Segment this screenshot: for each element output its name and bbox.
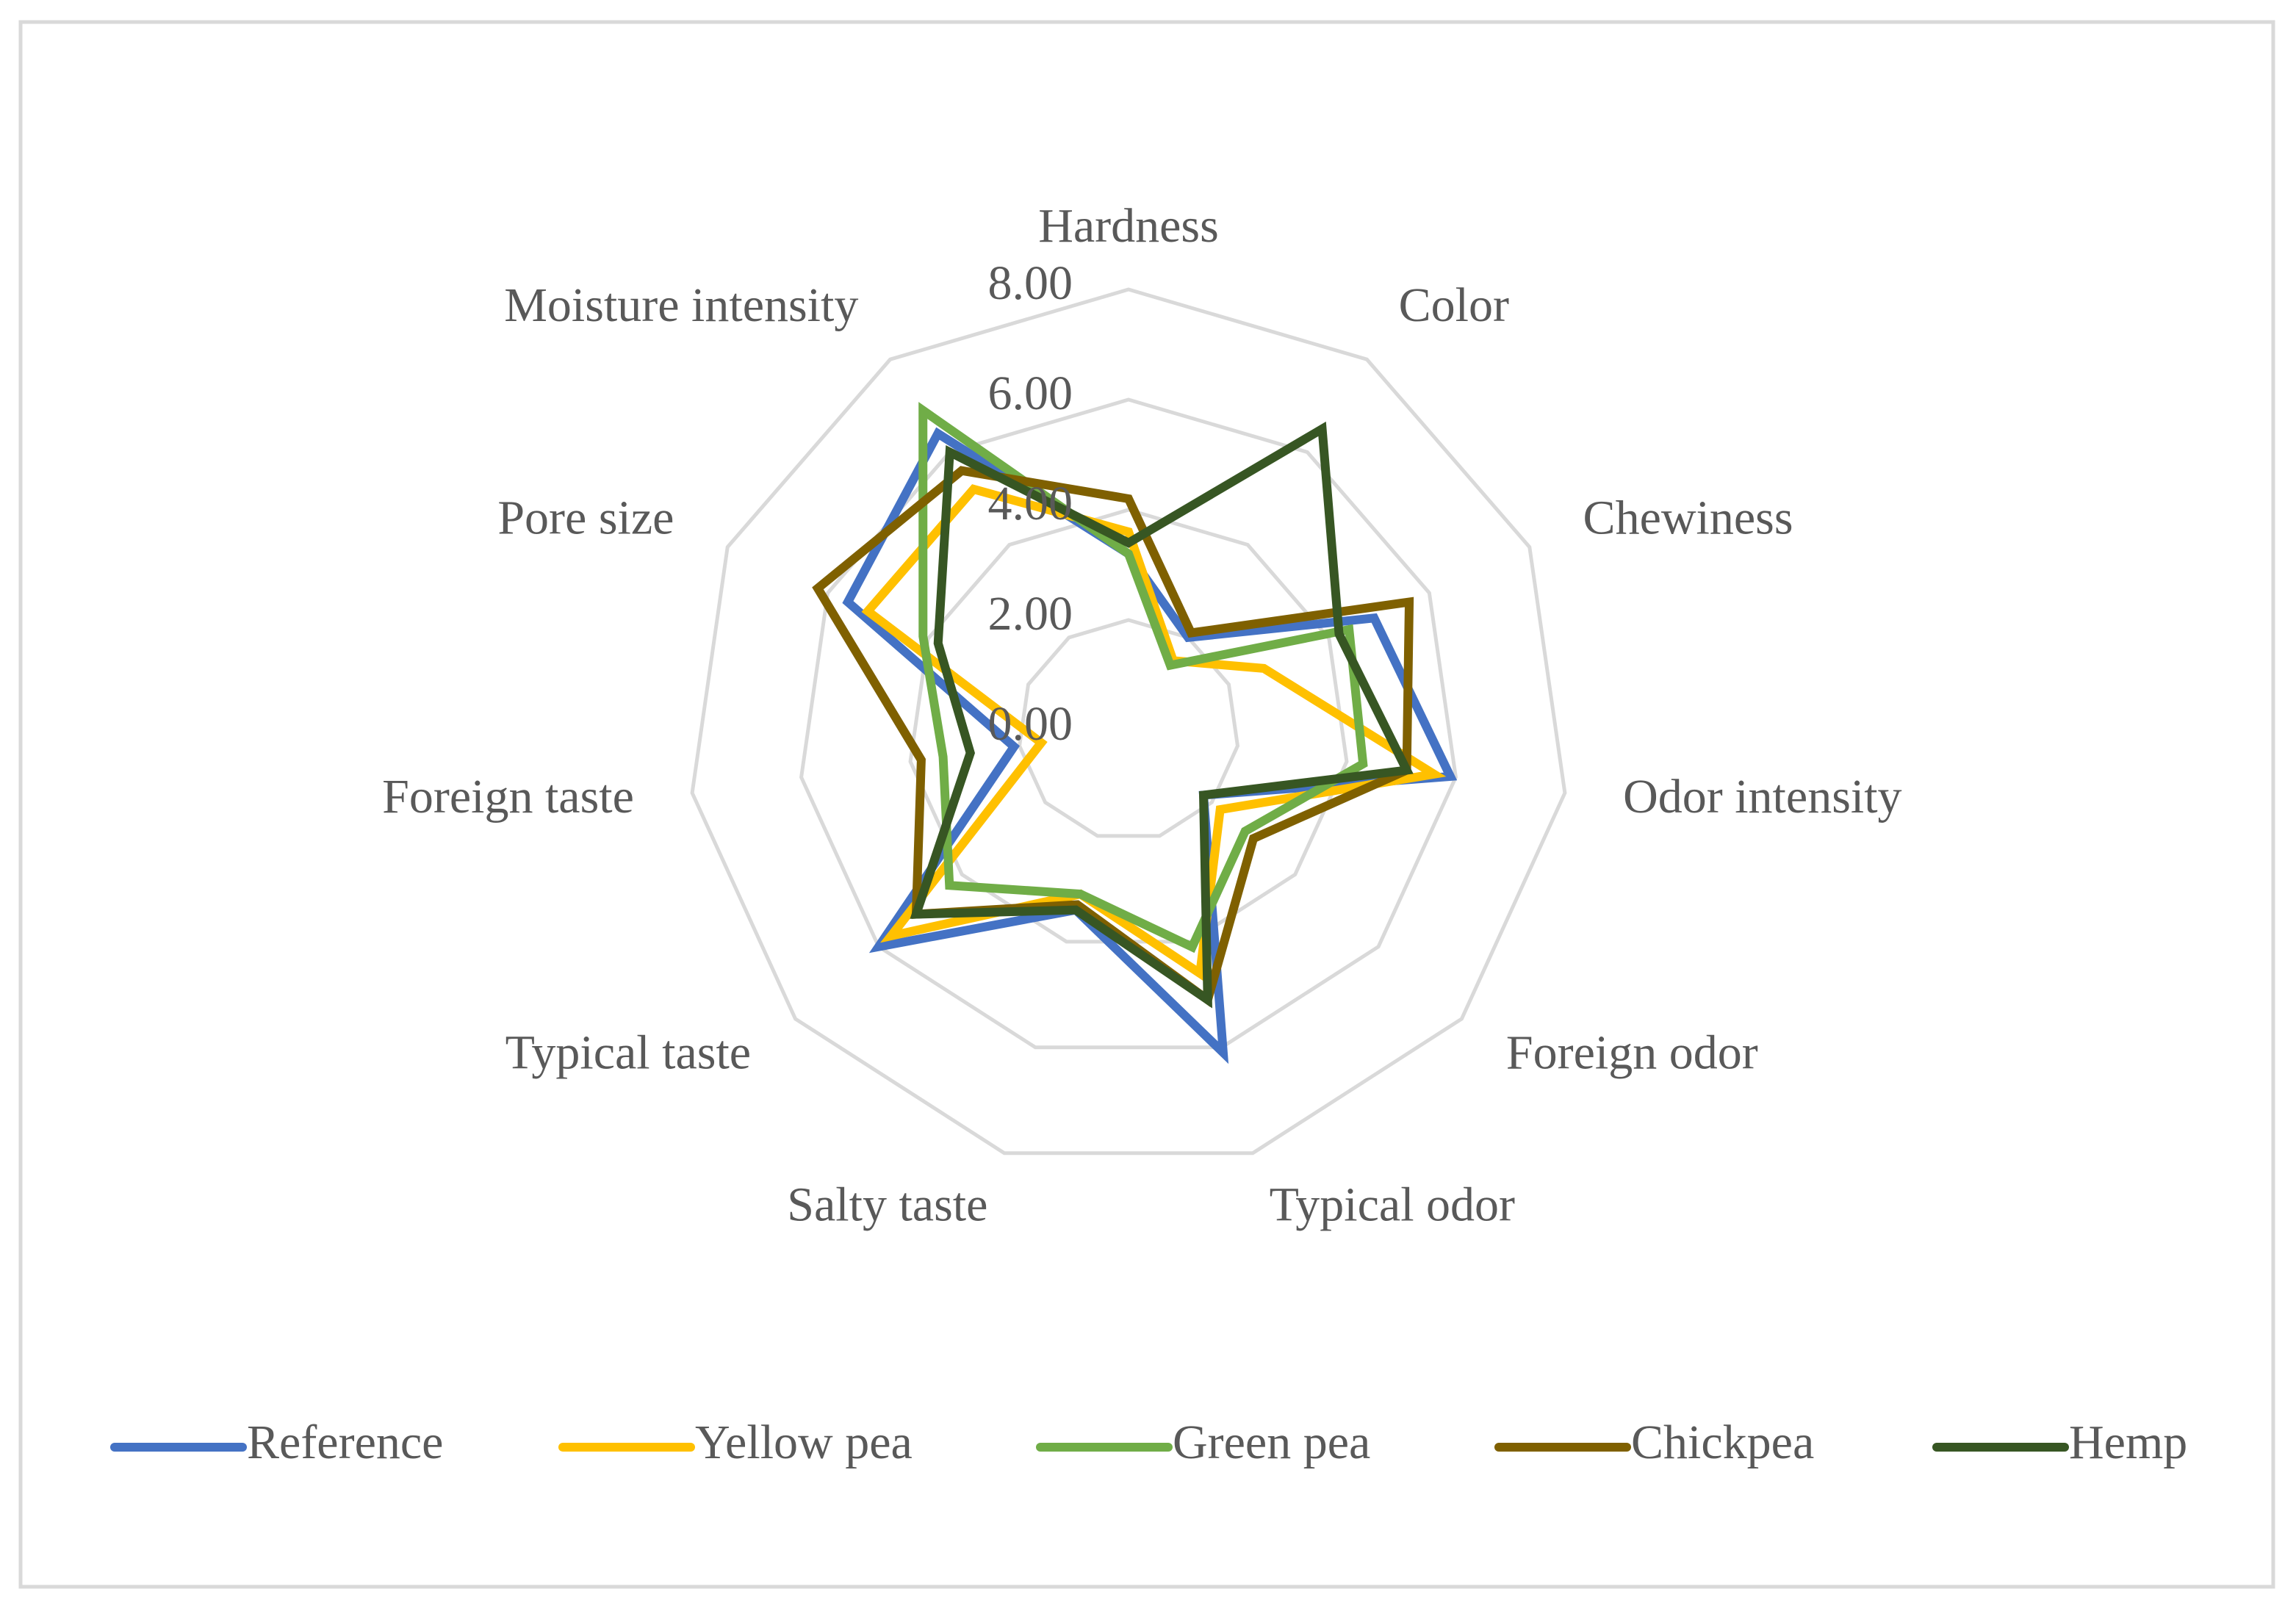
series-line — [918, 402, 1368, 954]
axis-label: Pore size — [497, 491, 674, 545]
legend-label: Chickpea — [1631, 1416, 1814, 1469]
legend-label: Green pea — [1173, 1416, 1370, 1469]
series-line — [861, 484, 1447, 981]
axis-label: Typical odor — [1270, 1178, 1515, 1232]
grid-ring — [799, 397, 1458, 1050]
y-tick-label: 8.00 — [988, 256, 1073, 310]
series-line — [842, 427, 1458, 1064]
y-tick-label: 4.00 — [988, 477, 1073, 530]
grid-ring — [1017, 618, 1240, 838]
axis-label: Salty taste — [787, 1178, 987, 1232]
series-line — [910, 421, 1414, 1009]
y-tick-label: 2.00 — [988, 587, 1073, 641]
axis-label: Typical taste — [505, 1026, 751, 1079]
axis-label: Hardness — [1038, 199, 1219, 253]
chart-border — [18, 20, 2275, 1589]
axis-label: Color — [1399, 278, 1509, 332]
axis-label: Moisture intensity — [504, 278, 858, 332]
axis-label: Foreign odor — [1506, 1026, 1758, 1079]
legend-label: Yellow pea — [695, 1416, 913, 1469]
legend-label: Reference — [247, 1416, 443, 1469]
y-tick-label: 0.00 — [988, 697, 1073, 751]
axis-label: Chewiness — [1583, 491, 1793, 545]
legend-label: Hemp — [2069, 1416, 2187, 1469]
axis-label: Odor intensity — [1623, 770, 1901, 823]
grid-ring — [690, 287, 1567, 1156]
axis-label: Foreign taste — [382, 770, 634, 823]
y-tick-label: 6.00 — [988, 367, 1073, 420]
